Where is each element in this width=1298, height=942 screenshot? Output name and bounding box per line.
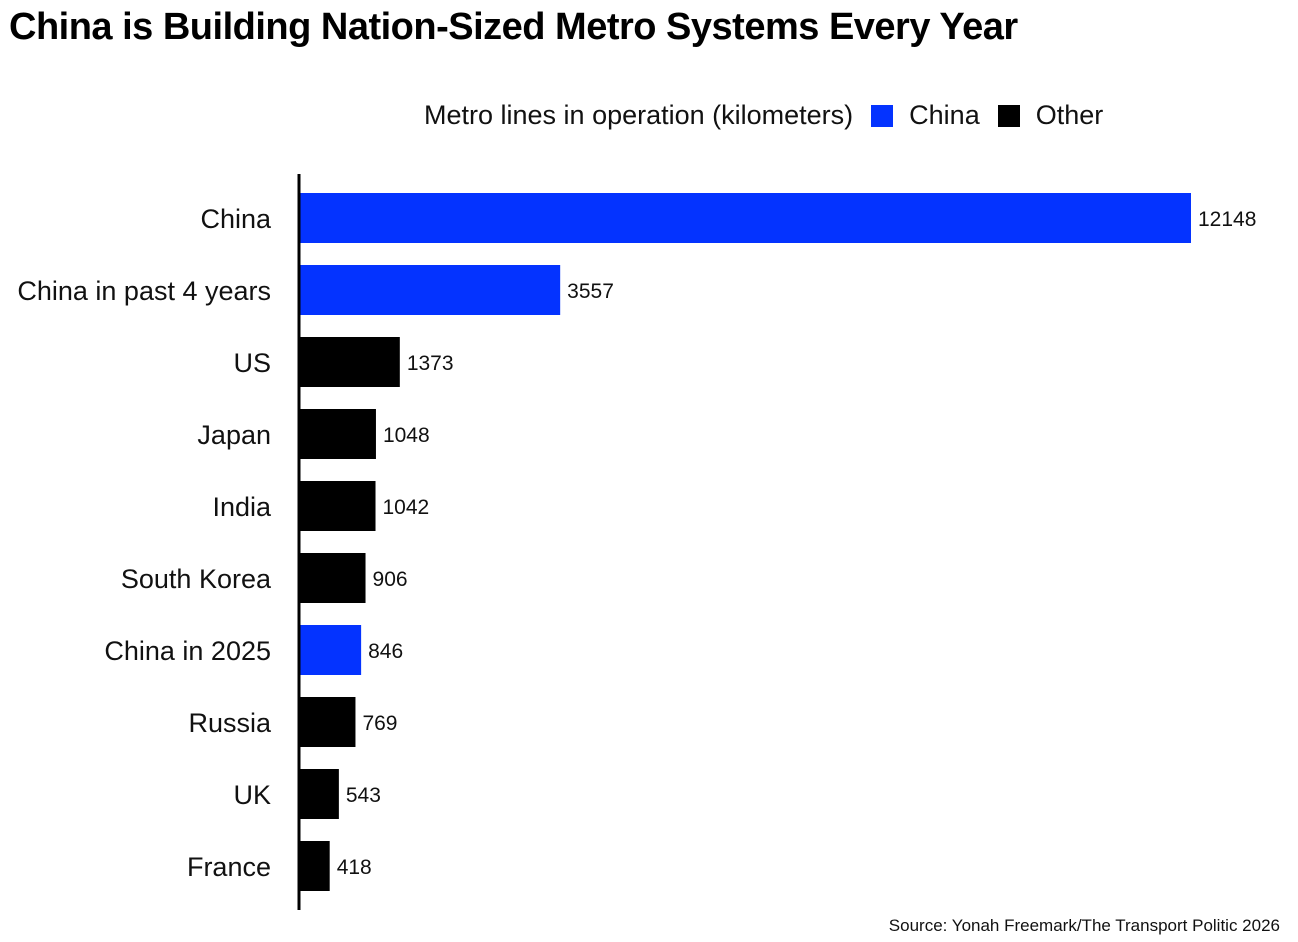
category-label-russia: Russia [188, 708, 272, 738]
value-label-india: 1042 [383, 496, 430, 519]
category-label-south-korea: South Korea [121, 564, 272, 594]
bar-south-korea [299, 553, 366, 603]
bar-india [299, 481, 376, 531]
category-labels-group: China China in past 4 years US Japan India So… [17, 204, 272, 882]
bar-japan [299, 409, 376, 459]
value-label-france: 418 [337, 856, 372, 879]
value-label-china: 12148 [1198, 208, 1256, 231]
source-note: Source: Yonah Freemark/The Transport Pol… [888, 916, 1280, 935]
legend-title: Metro lines in operation (kilometers) [424, 100, 854, 130]
category-label-china-in-2025: China in 2025 [104, 636, 271, 666]
bars-group [299, 193, 1191, 891]
category-label-france: France [187, 852, 271, 882]
category-label-japan: Japan [197, 420, 271, 450]
value-label-china-in-2025: 846 [368, 640, 403, 663]
value-label-uk: 543 [346, 784, 381, 807]
value-label-japan: 1048 [383, 424, 430, 447]
bar-russia [299, 697, 356, 747]
value-labels-group: 12148 3557 1373 1048 1042 906 846 769 543 418 [337, 208, 1257, 879]
category-label-uk: UK [233, 780, 271, 810]
bar-china [299, 193, 1191, 243]
category-label-india: India [212, 492, 272, 522]
legend-label-china: China [909, 100, 980, 130]
bar-uk [299, 769, 339, 819]
category-label-china: China [200, 204, 272, 234]
chart-title: China is Building Nation-Sized Metro Sys… [9, 6, 1018, 48]
value-label-south-korea: 906 [373, 568, 408, 591]
value-label-russia: 769 [362, 712, 397, 735]
legend: Metro lines in operation (kilometers) Ch… [424, 100, 1121, 131]
legend-label-other: Other [1035, 100, 1104, 130]
legend-swatch-china [871, 104, 894, 127]
bar-us [299, 337, 400, 387]
legend-swatch-other [997, 104, 1020, 127]
category-label-us: US [233, 348, 271, 378]
bar-china-in-past-4-years [299, 265, 561, 315]
value-label-us: 1373 [407, 352, 454, 375]
category-label-china-in-past-4-years: China in past 4 years [17, 276, 271, 306]
value-label-china-in-past-4-years: 3557 [567, 280, 614, 303]
bar-france [299, 841, 330, 891]
bar-china-in-2025 [299, 625, 362, 675]
